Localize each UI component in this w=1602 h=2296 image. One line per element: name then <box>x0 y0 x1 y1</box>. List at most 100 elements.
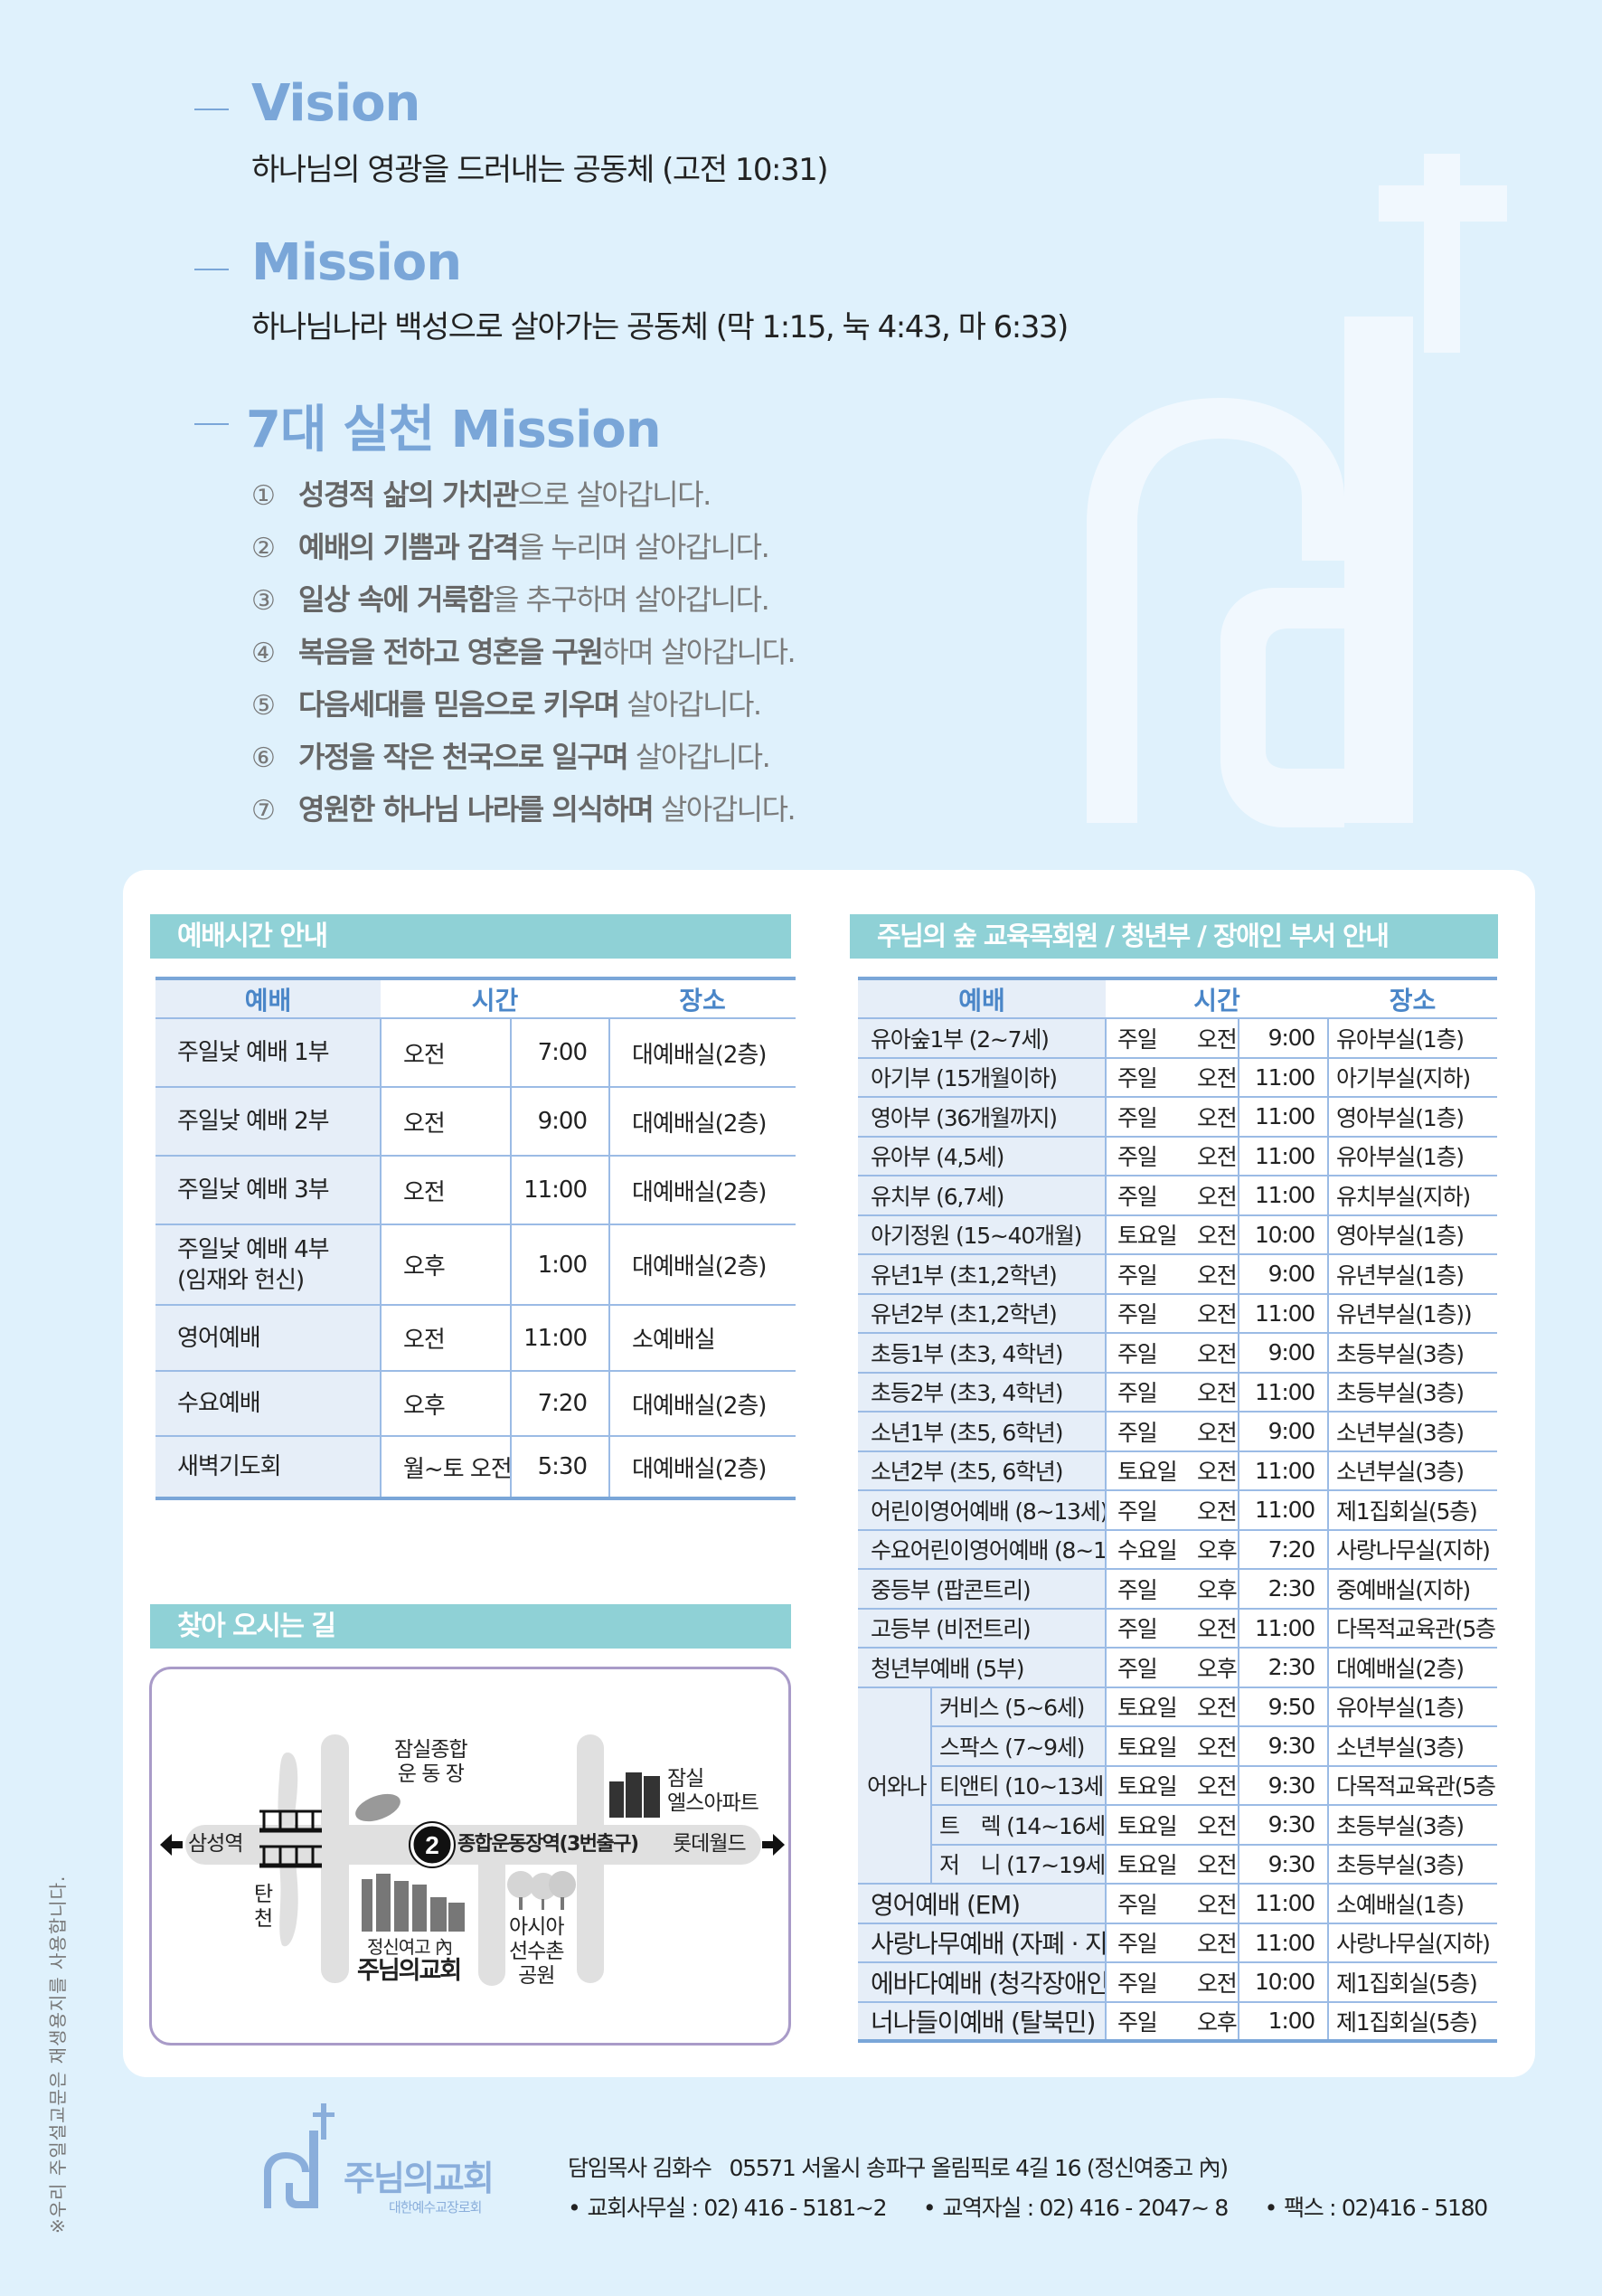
item-emphasis: 예배의 기쁨과 감격 <box>298 530 519 564</box>
dept-ampm: 오전 <box>1197 1380 1238 1407</box>
item-number: ① <box>251 480 276 512</box>
practice-dash <box>194 423 229 425</box>
table-row: 어와나 커비스 (5~6세) 토요일 오전 9:50 유아부실(1층) <box>858 1687 1497 1885</box>
worship-time: 7:00 <box>510 1018 609 1088</box>
item-number: ③ <box>251 585 276 617</box>
dept-day: 토요일 오전 <box>1105 1726 1239 1767</box>
dept-day: 주일 오전 <box>1105 1018 1239 1059</box>
church-logo <box>264 2103 335 2208</box>
dept-ampm: 오후 <box>1197 1655 1238 1682</box>
table-row: 유아숲1부 (2~7세) 주일 오전 9:00 유아부실(1층) <box>858 1018 1497 1059</box>
table-row: 주일낮 예배 3부 오전 11:00 대예배실(2층) <box>155 1156 796 1225</box>
item-emphasis: 복음을 전하고 영혼을 구원 <box>298 635 604 669</box>
dept-ampm: 오전 <box>1197 1695 1238 1722</box>
dept-ampm: 오전 <box>1197 1498 1238 1525</box>
dept-day: 주일 오전 <box>1105 1293 1239 1334</box>
contact-office: • 교회사무실 : 02) 416 - 5181~2 <box>568 2195 888 2221</box>
dept-time: 10:00 <box>1238 1214 1328 1255</box>
dept-place: 다목적교육관(5층) <box>1327 1608 1497 1649</box>
dept-name: 저 니 (17~19세) <box>930 1844 1106 1885</box>
item-number: ⑦ <box>251 795 276 827</box>
worship-place: 대예배실(2층) <box>608 1224 796 1306</box>
dept-time: 11:00 <box>1238 1293 1328 1334</box>
dept-day: 토요일 오전 <box>1105 1450 1239 1491</box>
dept-day-text: 토요일 <box>1117 1695 1178 1722</box>
dept-name: 중등부 (팝콘트리) <box>858 1569 1106 1610</box>
table-row: 중등부 (팝콘트리) 주일 오후 2:30 중예배실(지하) <box>858 1569 1497 1610</box>
practice-item: ④ 복음을 전하고 영혼을 구원하며 살아갑니다. <box>251 629 796 671</box>
label-park-1: 아시아 <box>509 1915 564 1939</box>
item-number: ④ <box>251 638 276 669</box>
dept-day-text: 수요일 <box>1117 1537 1178 1564</box>
contact-office-text: 교회사무실 : 02) 416 - 5181~2 <box>587 2195 887 2221</box>
dept-day-text: 토요일 <box>1117 1734 1178 1761</box>
table-row: 영어예배 오전 11:00 소예배실 <box>155 1305 796 1372</box>
dept-day: 주일 오전 <box>1105 1254 1239 1295</box>
dept-day-text: 주일 <box>1117 1576 1158 1603</box>
dept-ampm: 오전 <box>1197 1459 1238 1486</box>
vision-text: 하나님의 영광을 드러내는 공동체 (고전 10:31) <box>251 152 829 188</box>
map-graphics: 2 <box>160 1734 785 1986</box>
dept-time: 9:30 <box>1238 1726 1328 1767</box>
dept-day: 주일 오전 <box>1105 1333 1239 1374</box>
item-rest: 살아갑니다. <box>653 792 796 827</box>
practice-title: 7대 실천 Mission <box>246 401 662 459</box>
dept-name: 유아숲1부 (2~7세) <box>858 1018 1106 1059</box>
dept-ampm: 오후 <box>1197 1576 1238 1603</box>
worship-place: 대예배실(2층) <box>608 1087 796 1157</box>
item-rest: 을 누리며 살아갑니다. <box>517 530 770 564</box>
dept-place: 영아부실(1층) <box>1327 1214 1497 1255</box>
dept-name: 에바다예배 (청각장애인) <box>858 1962 1106 2003</box>
dept-time: 9:30 <box>1238 1844 1328 1885</box>
dept-ampm: 오전 <box>1197 1891 1238 1918</box>
table-row: 초등2부 (초3, 4학년) 주일 오전 11:00 초등부실(3층) <box>858 1372 1497 1413</box>
dept-place: 소년부실(3층) <box>1327 1412 1497 1452</box>
dept-time: 2:30 <box>1238 1648 1328 1688</box>
table-row: 스팍스 (7~9세) 토요일 오전 9:30 소년부실(3층) <box>858 1726 1497 1767</box>
table-row: 저 니 (17~19세) 토요일 오전 9:30 초등부실(3층) <box>858 1844 1497 1885</box>
dept-time: 11:00 <box>1238 1884 1328 1924</box>
vision-dash <box>194 109 229 110</box>
dept-day: 주일 오전 <box>1105 1608 1239 1649</box>
worship-name: 주일낮 예배 1부 <box>155 1018 381 1088</box>
dept-place: 소년부실(3층) <box>1327 1726 1497 1767</box>
worship-name-text: 새벽기도회 <box>177 1453 282 1480</box>
dept-day: 주일 오전 <box>1105 1176 1239 1216</box>
dept-time: 2:30 <box>1238 1569 1328 1610</box>
table-row: 에바다예배 (청각장애인) 주일 오전 10:00 제1집회실(5층) <box>858 1962 1497 2003</box>
label-lotteworld: 롯데월드 <box>673 1832 747 1856</box>
worship-place: 대예배실(2층) <box>608 1436 796 1499</box>
bridge-icon <box>259 1809 322 1868</box>
dept-time: 11:00 <box>1238 1450 1328 1491</box>
dept-time: 9:30 <box>1238 1805 1328 1846</box>
dept-day: 토요일 오전 <box>1105 1214 1239 1255</box>
dept-place: 소예배실(1층) <box>1327 1884 1497 1924</box>
label-apartment-line2: 엘스아파트 <box>667 1791 759 1815</box>
label-park: 아시아 선수촌 공원 <box>509 1915 564 1989</box>
dept-ampm: 오전 <box>1197 1931 1238 1958</box>
left-arrow-icon <box>160 1834 183 1856</box>
table-row: 너나들이예배 (탈북민) 주일 오후 1:00 제1집회실(5층) <box>858 2001 1497 2042</box>
practice-item: ① 성경적 삶의 가치관으로 살아갑니다. <box>251 472 711 514</box>
item-rest: 하며 살아갑니다. <box>602 635 796 669</box>
dept-day-text: 주일 <box>1117 1498 1158 1525</box>
table-row: 영아부 (36개월까지) 주일 오전 11:00 영아부실(1층) <box>858 1097 1497 1138</box>
dept-ampm: 오전 <box>1197 1144 1238 1171</box>
dept-day: 토요일 오전 <box>1105 1844 1239 1885</box>
practice-item: ⑥ 가정을 작은 천국으로 일구며 살아갑니다. <box>251 734 771 776</box>
label-park-2: 선수촌 <box>509 1940 564 1963</box>
dept-ampm: 오전 <box>1197 1970 1238 1997</box>
table-row: 주일낮 예배 1부 오전 7:00 대예배실(2층) <box>155 1018 796 1088</box>
contact-fax-text: 팩스 : 02)416 - 5180 <box>1284 2195 1488 2221</box>
dept-day: 주일 오전 <box>1105 1136 1239 1176</box>
dept-ampm: 오전 <box>1197 1065 1238 1092</box>
label-stadium: 잠실종합 운 동 장 <box>394 1738 468 1787</box>
dept-ampm: 오전 <box>1197 1104 1238 1131</box>
dept-ampm: 오후 <box>1197 2008 1238 2036</box>
worship-time: 11:00 <box>510 1305 609 1372</box>
table-row: 아기부 (15개월이하) 주일 오전 11:00 아기부실(지하) <box>858 1057 1497 1098</box>
worship-time: 9:00 <box>510 1087 609 1157</box>
item-emphasis: 일상 속에 거룩함 <box>298 582 494 617</box>
dept-place: 제1집회실(5층) <box>1327 2001 1497 2042</box>
